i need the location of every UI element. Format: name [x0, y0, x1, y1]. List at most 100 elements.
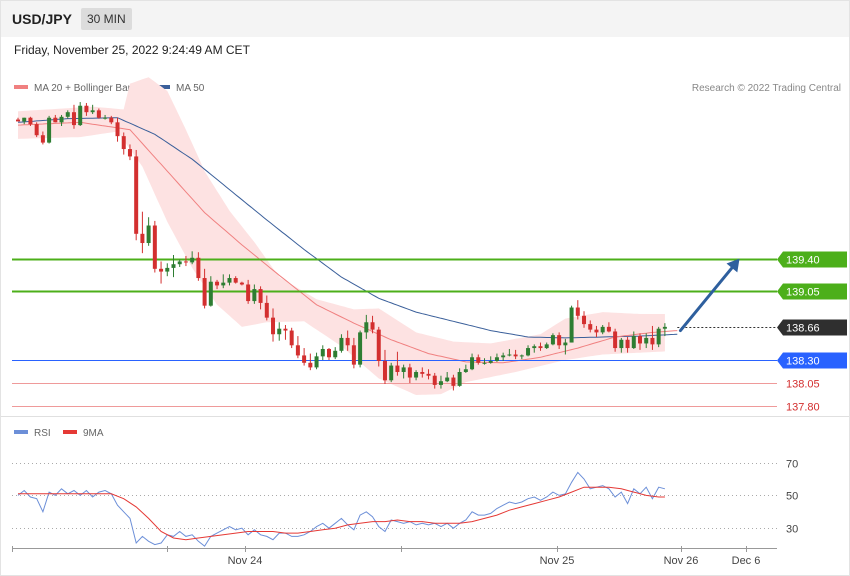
candle-body — [407, 367, 412, 378]
candle-body — [271, 317, 276, 335]
candle-body — [463, 369, 468, 373]
candle-body — [327, 348, 331, 358]
candle-body — [47, 117, 52, 143]
candle-body — [613, 331, 618, 349]
forecast-arrow-head — [726, 258, 740, 273]
candle-body — [183, 261, 188, 263]
timeframe-button[interactable]: 30 MIN — [81, 8, 132, 30]
candle-body — [177, 261, 182, 265]
ma20-legend-swatch — [14, 85, 28, 89]
candle-body — [494, 357, 499, 361]
candle-body — [289, 330, 294, 346]
candle-body — [638, 336, 642, 344]
rsi-legend-swatch — [14, 430, 28, 434]
candle-body — [252, 289, 257, 302]
candle-body — [146, 225, 151, 244]
candle-body — [152, 225, 157, 269]
candle-body — [333, 350, 338, 358]
candle-body — [414, 372, 419, 378]
candle-body — [370, 322, 375, 330]
candle-body — [519, 355, 524, 357]
level-label-137.80: 137.80 — [786, 402, 820, 414]
forecast-arrow — [678, 258, 740, 333]
candle-body — [532, 346, 537, 349]
candle-body — [656, 328, 661, 345]
x-tick-label: Nov 25 — [540, 555, 575, 567]
candle-body — [239, 282, 244, 285]
level-tag-138.30 — [777, 352, 847, 369]
candle-body — [134, 156, 139, 234]
x-tick-label: Dec 6 — [732, 555, 761, 567]
candle-body — [84, 105, 89, 113]
candle-body — [382, 360, 387, 381]
forecast-arrow-shaft — [678, 266, 734, 333]
candle-body — [22, 117, 27, 122]
candle-body — [34, 124, 39, 136]
candle-body — [501, 355, 506, 358]
candle-body — [358, 332, 363, 365]
candle-body — [351, 345, 356, 365]
candle-body — [420, 372, 425, 374]
ma9-legend-swatch — [63, 430, 77, 434]
ma9-legend-label: 9MA — [83, 428, 104, 439]
candle-body — [445, 377, 450, 382]
candle-body — [202, 278, 207, 306]
candle-body — [482, 362, 487, 364]
candle-body — [233, 278, 238, 283]
ma50-legend-swatch — [156, 85, 170, 89]
candle-body — [364, 322, 369, 333]
candle-body — [432, 375, 437, 385]
moving-averages — [17, 117, 678, 364]
candle-body — [507, 354, 512, 356]
candle-body — [650, 337, 655, 345]
chart-header: USD/JPY 30 MIN — [1, 1, 849, 37]
candle-body — [165, 267, 170, 272]
candle-body — [314, 356, 319, 368]
candle-body — [395, 365, 400, 373]
price-levels: 139.40 139.05 138.66 138.30 138.05 137.80 — [12, 251, 847, 414]
candle-body — [121, 136, 126, 150]
candle-body — [40, 135, 45, 143]
candle-body — [103, 117, 108, 119]
candle-body — [283, 328, 288, 331]
candle-body — [71, 112, 76, 126]
candle-body — [264, 302, 269, 318]
level-tag-139.05 — [777, 283, 847, 300]
candle-body — [451, 377, 456, 386]
candle-body — [277, 328, 282, 335]
rsi-tick-label: 30 — [786, 524, 798, 536]
candle-body — [569, 307, 574, 343]
candle-body — [196, 257, 201, 279]
candle-body — [588, 324, 593, 330]
ma20-line — [17, 121, 678, 364]
candle-body — [625, 339, 630, 349]
level-label-139.40: 139.40 — [786, 255, 820, 267]
candle-body — [575, 307, 580, 316]
candle-body — [221, 282, 226, 286]
candle-body — [619, 339, 624, 349]
candle-body — [538, 346, 543, 349]
candle-body — [488, 360, 493, 363]
candle-body — [59, 116, 64, 123]
rsi-tick-label: 50 — [786, 491, 798, 503]
candle-body — [159, 268, 164, 272]
candle-body — [227, 278, 232, 283]
candle-body — [662, 326, 667, 329]
candle-body — [109, 117, 114, 123]
candle-body — [90, 110, 95, 113]
candle-body — [644, 337, 649, 344]
rsi-legend-label: RSI — [34, 428, 51, 439]
credit-label: Research © 2022 Trading Central — [692, 83, 841, 94]
ma50-line — [17, 117, 678, 339]
level-tag-138.66 — [777, 319, 847, 336]
candle-body — [600, 326, 605, 333]
rsi-line — [17, 471, 666, 547]
x-tick-label: Nov 26 — [664, 555, 699, 567]
candle-body — [345, 337, 350, 346]
candle-body — [631, 336, 636, 349]
rsi-ma-line — [18, 486, 665, 541]
level-label-138.30: 138.30 — [786, 356, 820, 368]
candle-body — [16, 119, 20, 122]
rsi-gridlines: 70 50 30 — [12, 459, 798, 536]
